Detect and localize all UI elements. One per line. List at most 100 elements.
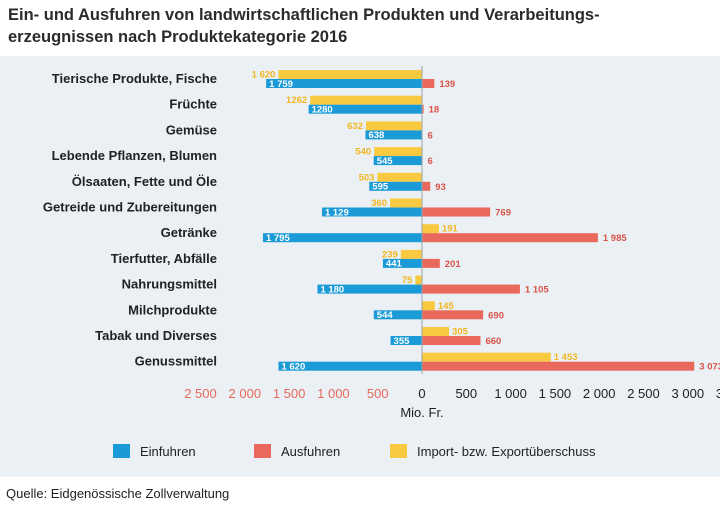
surplus-label-row-11: 305	[452, 327, 469, 338]
chart-title: Ein- und Ausfuhren von landwirtschaftlic…	[8, 4, 708, 48]
legend-ausfuhren-label: Ausfuhren	[281, 444, 340, 459]
legend-einfuhren-swatch	[113, 444, 130, 458]
export-bar-row-9	[422, 284, 520, 294]
import-bar-row-9	[317, 284, 422, 294]
surplus-bar-row-10	[422, 301, 435, 311]
export-label-row-9: 1 105	[525, 285, 549, 296]
legend-ausfuhren-swatch	[254, 444, 271, 458]
export-label-row-5: 93	[435, 182, 446, 193]
export-label-row-1: 139	[439, 79, 455, 90]
export-label-row-6: 769	[495, 208, 511, 219]
x-tick-label-11: 2 500	[627, 386, 660, 401]
export-bar-row-7	[422, 233, 598, 243]
chart-title-line-2: erzeugnissen nach Produktekategorie 2016	[8, 28, 348, 46]
surplus-label-row-7: 191	[442, 224, 459, 235]
import-label-row-12: 1 620	[281, 362, 305, 373]
export-label-row-3: 6	[428, 130, 433, 141]
surplus-bar-row-3	[366, 121, 422, 131]
category-label-row-11: Tabak und Diverses	[95, 328, 217, 343]
import-bar-row-8	[382, 258, 422, 268]
import-bar-row-2	[308, 104, 422, 114]
import-bar-row-10	[373, 310, 422, 320]
x-tick-label-8: 1 000	[494, 386, 527, 401]
export-bar-row-1	[422, 79, 435, 88]
legend-einfuhren-label: Einfuhren	[140, 444, 196, 459]
surplus-label-row-4: 540	[355, 147, 371, 158]
x-tick-label-2: 2 000	[229, 386, 262, 401]
source-note: Quelle: Eidgenössische Zollverwaltung	[6, 486, 230, 501]
chart-title-line-1: Ein- und Ausfuhren von landwirtschaftlic…	[8, 6, 600, 24]
x-tick-label-4: 1 000	[317, 386, 350, 401]
export-bar-row-5	[422, 181, 431, 191]
export-bar-row-6	[422, 207, 491, 217]
surplus-bar-row-11	[422, 327, 450, 336]
surplus-label-row-3: 632	[347, 121, 363, 132]
surplus-bar-row-4	[374, 147, 422, 157]
surplus-label-row-8: 239	[382, 249, 398, 260]
legend-ueberschuss-label: Import- bzw. Exportüberschuss	[417, 444, 596, 459]
surplus-bar-row-5	[377, 172, 422, 182]
import-label-row-7: 1 795	[266, 233, 290, 244]
category-label-row-10: Milchprodukte	[128, 302, 217, 317]
import-bar-row-7	[262, 233, 422, 243]
category-label-row-7: Getränke	[161, 225, 217, 240]
export-label-row-10: 690	[488, 310, 504, 321]
import-bar-row-6	[321, 207, 422, 217]
surplus-bar-row-6	[390, 198, 422, 208]
surplus-bar-row-8	[400, 249, 422, 259]
surplus-label-row-2: 1262	[286, 95, 307, 106]
surplus-label-row-10: 145	[438, 301, 455, 312]
surplus-bar-row-1	[278, 70, 422, 79]
x-tick-label-6: 0	[418, 386, 425, 401]
category-label-row-2: Früchte	[169, 97, 217, 112]
export-label-row-8: 201	[445, 259, 462, 270]
export-bar-row-8	[422, 258, 440, 268]
category-label-row-12: Genussmittel	[135, 354, 217, 369]
import-bar-row-5	[369, 181, 422, 191]
surplus-label-row-9: 75	[402, 275, 413, 286]
export-bar-row-12	[422, 361, 695, 371]
import-bar-row-4	[373, 156, 422, 166]
x-tick-label-12: 3 000	[672, 386, 705, 401]
import-bar-row-12	[278, 361, 422, 371]
category-label-row-4: Lebende Pflanzen, Blumen	[52, 148, 217, 163]
import-label-row-6: 1 129	[325, 207, 349, 218]
import-label-row-8: 441	[386, 259, 403, 270]
import-label-row-3: 638	[368, 130, 384, 141]
export-label-row-4: 6	[428, 156, 433, 167]
category-label-row-3: Gemüse	[166, 122, 217, 137]
import-label-row-10: 544	[377, 310, 394, 321]
x-tick-label-5: 500	[367, 386, 389, 401]
category-label-row-6: Getreide und Zubereitungen	[43, 200, 217, 215]
chart-panel	[0, 56, 720, 477]
export-bar-row-11	[422, 336, 481, 345]
category-label-row-1: Tierische Produkte, Fische	[52, 71, 217, 86]
import-label-row-1: 1 759	[269, 79, 293, 90]
x-tick-label-3: 1 500	[273, 386, 306, 401]
category-label-row-5: Ölsaaten, Fette und Öle	[72, 174, 217, 189]
import-label-row-11: 355	[394, 336, 411, 347]
surplus-label-row-12: 1 453	[554, 352, 578, 363]
legend-ueberschuss-swatch	[390, 444, 407, 458]
surplus-bar-row-9	[415, 275, 422, 285]
surplus-label-row-6: 360	[371, 198, 387, 209]
surplus-label-row-1: 1 620	[252, 70, 276, 81]
x-tick-label-10: 2 000	[583, 386, 616, 401]
export-bar-row-10	[422, 310, 484, 320]
import-label-row-9: 1 180	[320, 284, 344, 295]
export-bar-row-2	[422, 104, 424, 114]
export-label-row-2: 18	[429, 105, 440, 116]
export-label-row-12: 3 073	[699, 362, 720, 373]
x-tick-label-7: 500	[455, 386, 477, 401]
x-tick-label-13: 3 500	[716, 386, 720, 401]
surplus-bar-row-12	[422, 352, 551, 362]
import-bar-row-1	[266, 79, 422, 88]
surplus-bar-row-7	[422, 224, 439, 234]
export-label-row-7: 1 985	[603, 233, 627, 244]
category-label-row-9: Nahrungsmittel	[122, 277, 217, 292]
export-label-row-11: 660	[485, 336, 501, 347]
surplus-label-row-5: 503	[359, 172, 375, 183]
x-tick-label-9: 1 500	[539, 386, 572, 401]
x-tick-label-1: 2 500	[184, 386, 217, 401]
